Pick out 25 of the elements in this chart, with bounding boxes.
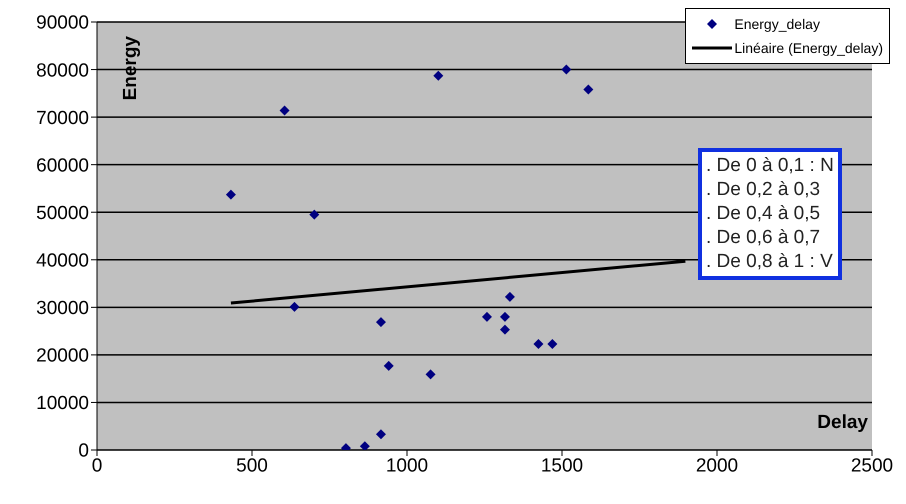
x-axis-title: Delay — [817, 412, 868, 434]
legend-label: Energy_delay — [734, 15, 820, 34]
y-tick-label: 10000 — [36, 393, 89, 414]
annotation: . De 0 à 0,1 : N — [706, 154, 834, 178]
y-tick-label: 30000 — [36, 298, 89, 320]
annotation: . De 0,6 à 0,7 — [706, 226, 822, 250]
y-tick-label: 20000 — [36, 346, 89, 367]
x-tick-label: 1500 — [540, 455, 584, 476]
y-tick-label: 90000 — [36, 12, 89, 34]
x-tick-label: 2500 — [850, 455, 894, 476]
y-axis-title: Energy — [120, 36, 142, 100]
legend-label: Linéaire (Energy_delay) — [734, 39, 883, 58]
y-tick-label: 0 — [78, 440, 89, 462]
x-tick-label: 2000 — [696, 455, 738, 476]
x-tick-label: 0 — [92, 455, 102, 476]
annotation: . De 0,2 à 0,3 — [706, 178, 822, 202]
annotation: . De 0,8 à 1 : V — [706, 250, 834, 274]
y-tick-label: 40000 — [36, 250, 89, 272]
x-tick-label: 500 — [236, 455, 268, 476]
y-tick-label: 70000 — [36, 108, 89, 129]
y-tick-label: 60000 — [36, 155, 89, 176]
x-tick-label: 1000 — [386, 455, 428, 476]
annotation: . De 0,4 à 0,5 — [706, 202, 822, 226]
y-tick-label: 50000 — [36, 202, 89, 224]
y-tick-label: 80000 — [36, 60, 89, 82]
